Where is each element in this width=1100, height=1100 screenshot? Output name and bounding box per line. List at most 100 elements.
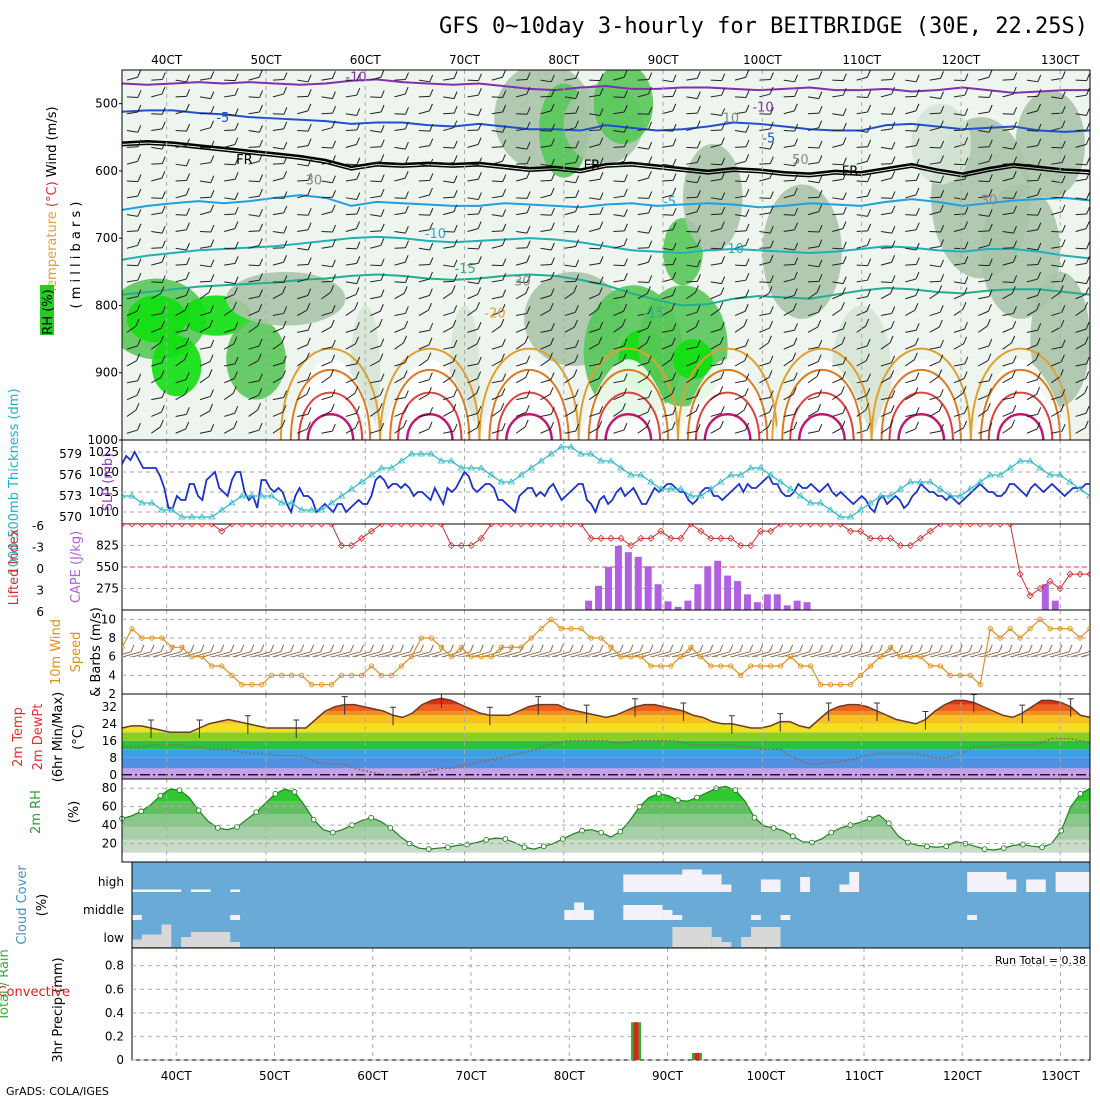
rh-marker: [253, 809, 260, 816]
wind-barb: [516, 397, 528, 401]
wind-barb-flag: [891, 107, 896, 115]
wind-speed-marker: [438, 644, 444, 650]
wind-barb: [807, 77, 819, 81]
wind-barb-flag: [964, 356, 969, 365]
wind-barb-flag: [1037, 257, 1042, 265]
wind-speed-marker: [867, 663, 874, 669]
wind-barb-flag: [818, 155, 823, 163]
wind-barb: [321, 180, 333, 184]
wind-barb-flag: [792, 303, 797, 311]
wind-barb: [905, 428, 916, 434]
wind-barb-flag: [867, 258, 872, 266]
wind-barb-10m: [761, 651, 780, 658]
wind-barb: [759, 212, 771, 216]
wind-barb-10m-flag: [928, 644, 933, 652]
wind-speed-marker: [478, 654, 484, 660]
warm-contour-35: [897, 413, 946, 440]
wind-barb-flag: [356, 192, 361, 200]
wind-barb-flag: [403, 419, 407, 428]
wind-barb: [418, 428, 430, 434]
wind-speed-marker: [308, 682, 315, 688]
wind-barb-flag: [159, 335, 164, 344]
wind-barb: [540, 194, 552, 199]
wind-barb: [564, 361, 576, 367]
wind-barb-flag: [137, 258, 142, 266]
wind-barb: [1026, 229, 1038, 232]
wind-barb: [515, 377, 527, 384]
wind-barb: [759, 163, 771, 165]
wind-barb-flag: [793, 372, 798, 380]
wind-barb: [807, 127, 819, 132]
warm-contour-25: [979, 369, 1062, 440]
wind-barb: [224, 228, 236, 232]
wind-barb: [272, 197, 284, 199]
wind-barb-flag: [161, 191, 166, 199]
wind-barb-flag: [842, 256, 847, 264]
warm-contour-25: [781, 369, 863, 440]
wind-barb: [807, 161, 819, 165]
wind-barb: [686, 246, 698, 249]
wind-barb: [224, 363, 236, 367]
thickness-marker: [876, 492, 885, 499]
wind-barb: [710, 129, 722, 132]
wind-barb: [710, 144, 722, 148]
wind-barb-flag: [988, 188, 993, 197]
thickness-marker: [258, 492, 266, 499]
rh-marker: [1039, 844, 1045, 851]
wind-barb: [905, 214, 917, 216]
wind-barb-flag: [137, 174, 142, 182]
lifted-index-marker: [278, 524, 286, 528]
cloud-block-middle: [780, 915, 791, 920]
wind-barb: [734, 380, 746, 384]
wind-barb-flag: [575, 175, 580, 183]
wind-barb: [564, 96, 576, 100]
wind-barb: [491, 244, 503, 249]
wind-barb-flag: [721, 356, 726, 365]
wind-barb-10m: [312, 651, 331, 658]
wind-barb: [394, 212, 406, 216]
wind-barb: [540, 163, 552, 167]
wind-speed-marker: [997, 635, 1003, 641]
wind-barb: [759, 281, 771, 283]
wind-barb-flag: [623, 258, 628, 266]
temp-tick-label: 32: [102, 700, 117, 714]
lifted-index-marker: [208, 524, 216, 528]
wind-barb: [661, 379, 673, 384]
temp-band: [122, 715, 1090, 724]
wind-speed-marker: [678, 654, 684, 660]
wind-barb: [126, 394, 138, 401]
bottom-tick-label: 50CT: [259, 1069, 291, 1083]
wind-barb-flag: [575, 239, 580, 247]
wind-barb-flag: [623, 223, 628, 232]
wind-barb: [443, 96, 455, 100]
wind-barb-flag: [210, 155, 215, 163]
pressure-section-panel: -10-10-5-5FR FR FR-5-10-10-15-15-203030105…: [40, 69, 1091, 447]
wind-barb-flag: [1011, 370, 1016, 378]
wind-barb-10m-flag: [350, 644, 355, 652]
wind-barb-flag: [234, 356, 239, 365]
wind-speed-marker: [129, 626, 135, 632]
thickness-marker: [1076, 485, 1084, 492]
wind-barb-flag: [721, 206, 726, 215]
wind-speed-marker: [538, 626, 544, 632]
wind-barb: [175, 229, 187, 232]
wind-barb: [516, 197, 528, 199]
wind-barb-flag: [598, 287, 603, 295]
wind-barb: [272, 342, 283, 350]
lifted-index-marker: [407, 524, 415, 528]
wind-barb: [175, 278, 187, 283]
wind-barb: [272, 79, 284, 81]
wind-barb: [223, 308, 234, 316]
wind-barb-10m: [282, 651, 301, 658]
bottom-tick-label: 40CT: [161, 1069, 193, 1083]
wind-barb: [418, 214, 430, 216]
wind-barb-flag: [137, 70, 142, 78]
wind-barb-flag: [940, 155, 944, 163]
wind-barb: [394, 342, 404, 350]
wind-barb-10m: [322, 651, 341, 658]
warm-contour-35: [604, 413, 653, 440]
wind-barb: [126, 244, 138, 249]
wind-barb: [345, 247, 357, 250]
pressure-tick-label: 700: [95, 231, 118, 245]
wind-barb: [345, 262, 357, 266]
